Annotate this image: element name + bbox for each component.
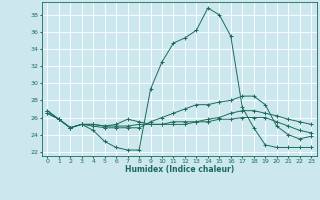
X-axis label: Humidex (Indice chaleur): Humidex (Indice chaleur): [124, 165, 234, 174]
